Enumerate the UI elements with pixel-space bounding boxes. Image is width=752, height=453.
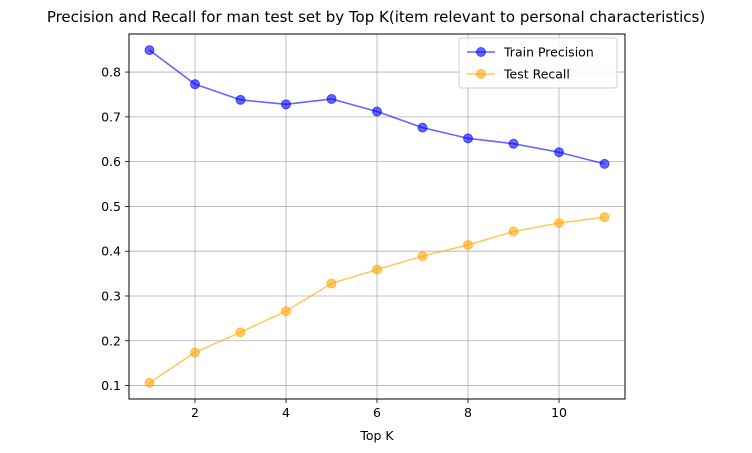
grid [129,34,625,399]
data-point [372,106,382,117]
series-train-precision [144,45,610,169]
data-point [599,212,610,223]
data-point [189,79,200,90]
data-point [326,93,337,104]
legend-box [458,37,618,89]
data-point [463,133,474,144]
data-point [417,251,428,262]
y-tick-label: 0.3 [101,288,121,303]
y-tick-label: 0.4 [101,244,121,259]
data-point [235,327,246,338]
x-tick-label: 4 [282,405,290,420]
y-tick-label: 0.1 [101,378,121,393]
legend: Train Precision Test Recall [458,37,618,89]
x-tick-label: 10 [551,405,567,420]
legend-item: Test Recall [467,67,570,82]
data-point [144,377,155,388]
x-tick-label: 8 [464,405,472,420]
chart-title: Precision and Recall for man test set by… [47,8,705,26]
data-point [554,217,565,228]
x-axis-label: Top K [359,428,394,443]
y-tick-label: 0.6 [101,154,121,169]
ticks: 2 4 6 8 10 0.1 0.2 0.3 0.4 0.5 0.6 0.7 0.8 [101,65,567,420]
data-point [235,94,246,105]
y-tick-label: 0.2 [101,333,121,348]
data-point [280,99,291,110]
data-point [189,347,200,358]
data-point [599,158,610,169]
series-layer [144,45,610,388]
data-point [508,226,519,237]
legend-label: Test Recall [503,67,570,82]
data-point [144,45,155,56]
data-point [463,239,474,250]
y-tick-label: 0.8 [101,65,121,80]
data-point [554,147,565,158]
data-point [417,122,428,133]
x-tick-label: 6 [373,405,381,420]
legend-item: Train Precision [467,45,594,60]
y-tick-label: 0.7 [101,109,121,124]
legend-marker [476,69,486,79]
y-tick-label: 0.5 [101,199,121,214]
data-point [372,264,382,275]
x-tick-label: 2 [191,405,199,420]
data-point [280,306,291,317]
legend-marker [476,47,486,57]
legend-label: Train Precision [503,45,594,60]
data-point [508,138,519,149]
series-test-recall [144,212,610,388]
data-point [326,278,337,289]
